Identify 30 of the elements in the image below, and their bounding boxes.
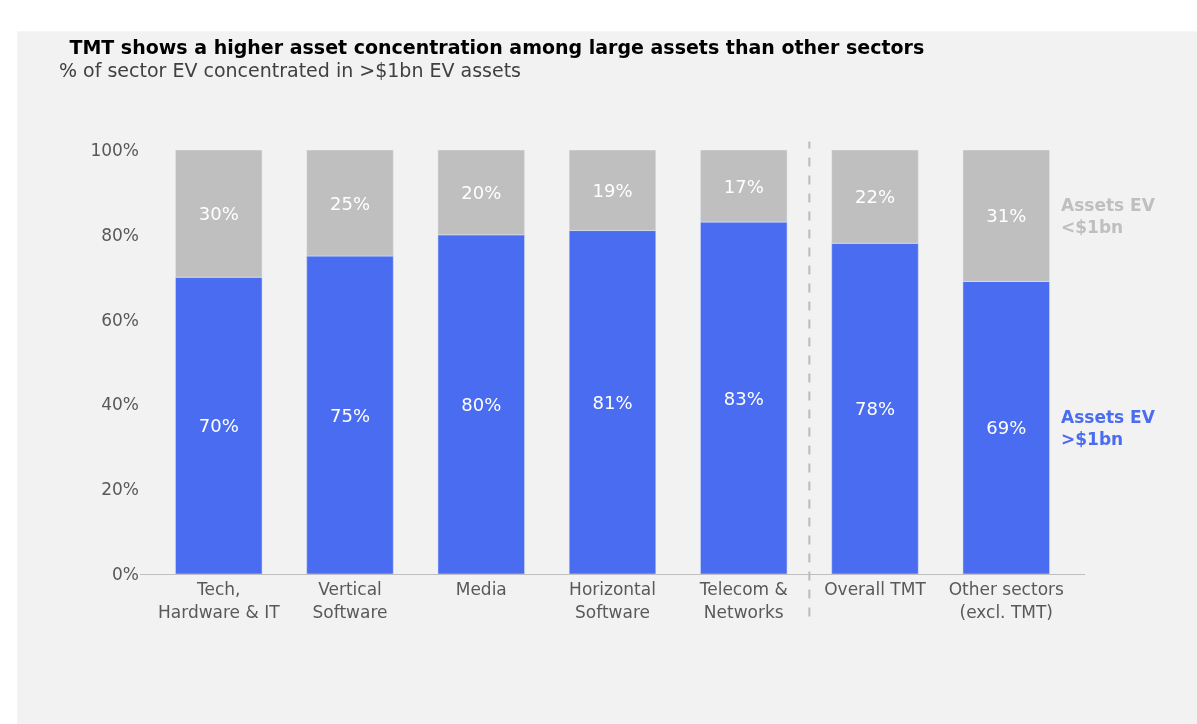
data-label: 80% xyxy=(461,393,502,415)
x-tick-label: Media xyxy=(455,579,507,600)
data-label: 30% xyxy=(198,203,239,225)
data-label: 22% xyxy=(854,186,896,208)
x-tick-label: Other sectors (excl. TMT) xyxy=(948,579,1065,622)
chart-subtitle: % of sector EV concentrated in >$1bn EV assets xyxy=(59,59,522,81)
chart-title: TMT shows a higher asset concentration among large assets than other sectors xyxy=(69,35,925,58)
data-label: 83% xyxy=(723,387,764,409)
y-tick-label: 80% xyxy=(101,224,139,245)
data-label: 31% xyxy=(986,205,1027,227)
series-label: Assets EV >$1bn xyxy=(1061,407,1156,450)
x-tick-label: Telecom & Networks xyxy=(698,579,788,622)
data-label: 78% xyxy=(854,398,896,420)
x-tick-label: Overall TMT xyxy=(824,579,927,600)
data-label: 75% xyxy=(329,404,371,426)
data-label: 70% xyxy=(198,415,239,437)
data-label: 20% xyxy=(461,181,502,203)
data-label: 25% xyxy=(329,192,371,214)
y-tick-label: 100% xyxy=(90,139,139,160)
data-label: 69% xyxy=(986,417,1027,439)
x-tick-label: Vertical Software xyxy=(312,579,388,622)
data-label: 81% xyxy=(592,391,633,413)
y-tick-label: 20% xyxy=(101,479,139,500)
y-tick-label: 40% xyxy=(101,394,139,415)
x-tick-label: Horizontal Software xyxy=(569,579,656,622)
y-tick-label: 60% xyxy=(101,309,139,330)
data-label: 19% xyxy=(592,179,633,201)
y-tick-label: 0% xyxy=(112,563,139,584)
x-tick-label: Tech, Hardware & IT xyxy=(157,579,281,622)
data-label: 17% xyxy=(723,175,764,197)
